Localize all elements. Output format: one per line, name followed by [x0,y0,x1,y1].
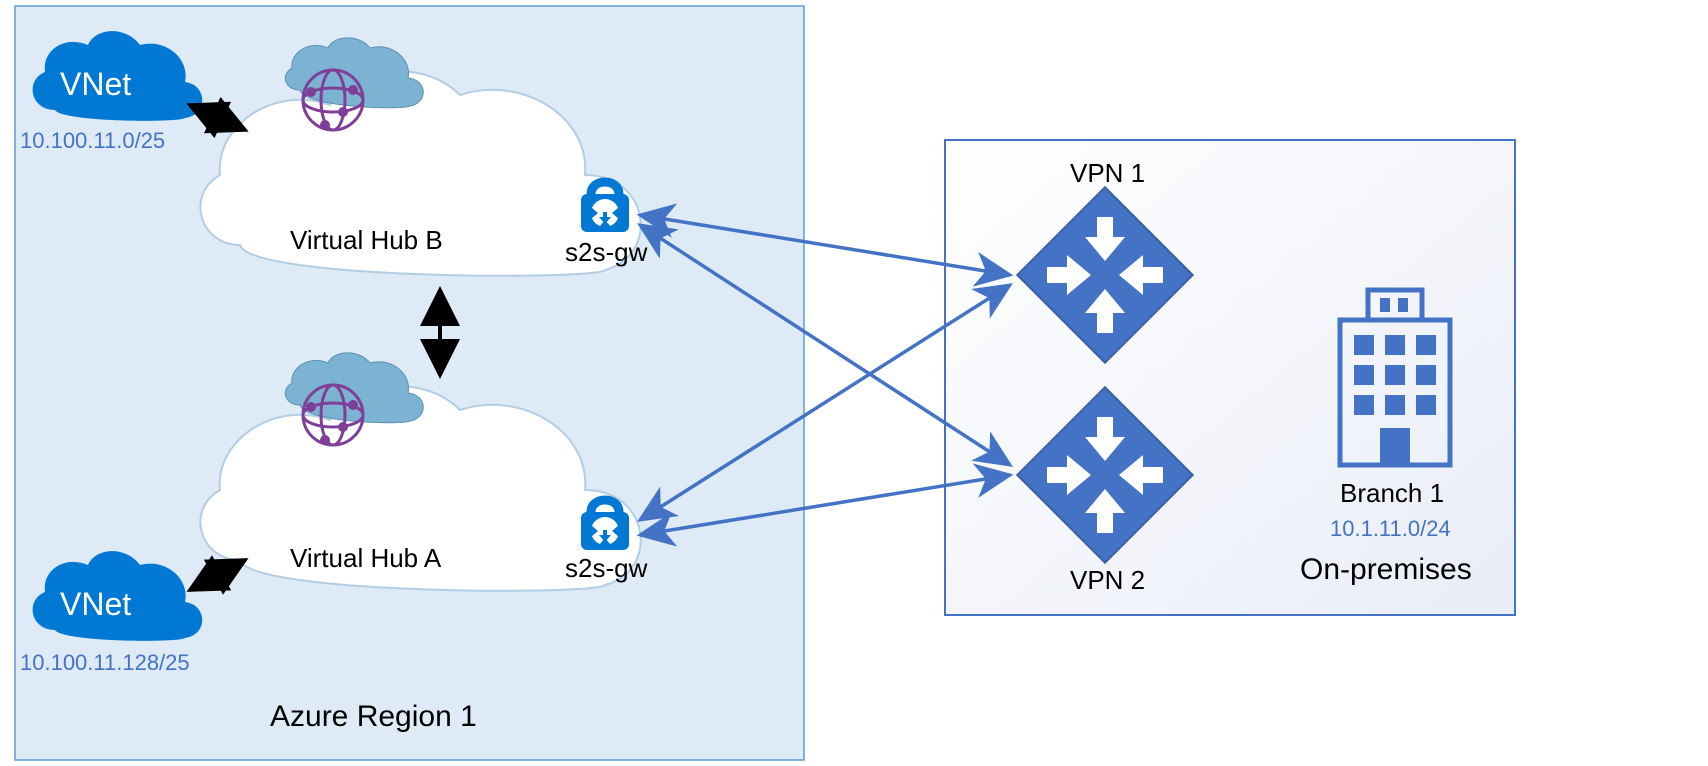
vnet-a-cidr: 10.100.11.128/25 [20,650,190,676]
azure-region-label: Azure Region 1 [270,700,477,734]
vpn1-label: VPN 1 [1070,158,1145,189]
s2s-gw-a-label: s2s-gw [565,553,647,584]
vnet-b-label: VNet [60,66,131,102]
diagram-svg: VNet VNet [0,0,1708,766]
hub-a-label: Virtual Hub A [290,543,441,574]
vnet-a-label: VNet [60,586,131,622]
s2s-gw-b-label: s2s-gw [565,237,647,268]
branch-label: Branch 1 [1340,478,1444,509]
branch-cidr: 10.1.11.0/24 [1330,516,1451,542]
onpremises-label: On-premises [1300,553,1472,587]
vpn2-label: VPN 2 [1070,565,1145,596]
hub-b-label: Virtual Hub B [290,225,443,256]
vnet-b-cidr: 10.100.11.0/25 [20,128,165,154]
